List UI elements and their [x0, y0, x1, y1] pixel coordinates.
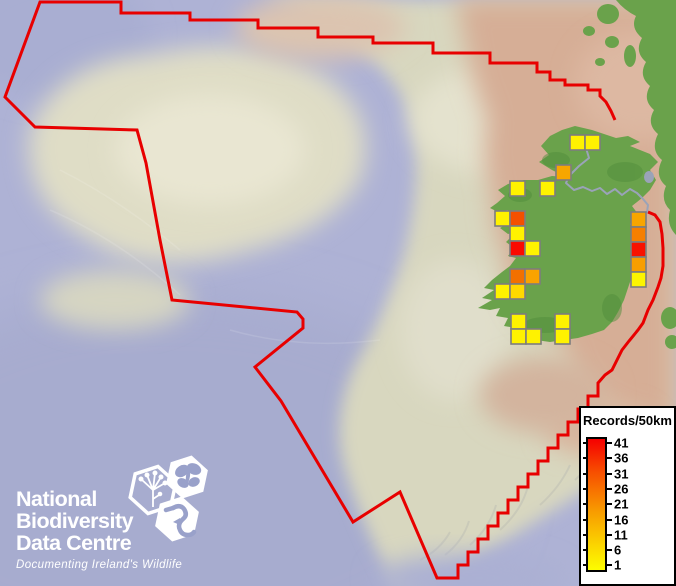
legend-tick-label: 41	[614, 435, 629, 451]
grid-cell	[554, 328, 571, 345]
grid-cell	[524, 240, 541, 257]
logo-line-2: Biodiversity	[16, 509, 134, 533]
grid-cell	[569, 134, 586, 151]
legend-tick-label: 16	[614, 512, 629, 527]
legend-tick-label: 36	[614, 450, 629, 466]
legend-tick	[583, 472, 587, 475]
legend-tick	[606, 518, 612, 521]
britain-land	[583, 0, 676, 349]
grid-cell	[494, 210, 511, 227]
grid-cell	[509, 283, 526, 300]
grid-cell	[494, 283, 511, 300]
grid-cell	[509, 210, 526, 227]
grid-cell	[525, 328, 542, 345]
legend: Records/50km 41 36 31 26 21 16 11 6 1	[579, 406, 676, 586]
grid-cell	[509, 225, 526, 242]
grid-cell	[510, 328, 527, 345]
grid-cell	[524, 268, 541, 285]
grid-cell	[509, 268, 526, 285]
legend-title: Records/50km	[583, 413, 672, 428]
legend-tick	[583, 503, 587, 506]
nbdc-logo: National Biodiversity Data Centre Docume…	[16, 488, 182, 571]
logo-tagline: Documenting Ireland's Wildlife	[16, 559, 183, 571]
legend-tick-label: 31	[614, 466, 629, 482]
legend-tick-label: 11	[614, 527, 628, 543]
grid-cell	[630, 271, 647, 288]
grid-cell	[509, 180, 526, 197]
legend-tick	[606, 549, 612, 552]
grid-cell	[509, 240, 526, 257]
logo-line-1: National	[16, 487, 97, 511]
legend-tick	[583, 533, 587, 536]
butterfly-icon	[166, 455, 208, 499]
logo-line-3: Data Centre	[16, 531, 132, 555]
legend-tick	[606, 457, 612, 460]
legend-tick	[606, 503, 612, 506]
seahorse-icon	[155, 496, 199, 542]
grid-cell	[539, 180, 556, 197]
legend-tick-label: 26	[614, 481, 629, 497]
legend-tick	[606, 533, 612, 536]
legend-tick	[583, 457, 587, 460]
grid-cell	[630, 211, 647, 228]
legend-tick	[606, 487, 612, 490]
legend-tick	[583, 518, 587, 521]
grid-cell	[554, 313, 571, 330]
legend-tick-label: 21	[614, 496, 629, 512]
grid-cell	[630, 241, 647, 258]
grid-cell	[584, 134, 601, 151]
legend-tick	[583, 549, 587, 552]
lough-neagh	[644, 171, 654, 183]
eez-boundary-line	[3, 0, 665, 580]
ni-border-line	[565, 136, 649, 213]
legend-color-ramp	[586, 437, 607, 572]
grid-cell	[555, 164, 572, 181]
grid-cell	[510, 313, 527, 330]
legend-tick	[583, 564, 587, 567]
legend-tick-label: 6	[614, 542, 622, 558]
legend-tick	[583, 487, 587, 490]
wales-coast	[661, 307, 676, 329]
legend-tick	[583, 442, 587, 444]
legend-tick	[606, 472, 612, 475]
records-grid-layer	[494, 134, 647, 345]
legend-tick	[606, 442, 612, 444]
grid-cell	[630, 226, 647, 243]
legend-tick-label: 1	[614, 557, 622, 573]
grid-cell	[630, 256, 647, 273]
legend-tick	[606, 564, 612, 567]
logo-hexagons	[128, 455, 208, 542]
